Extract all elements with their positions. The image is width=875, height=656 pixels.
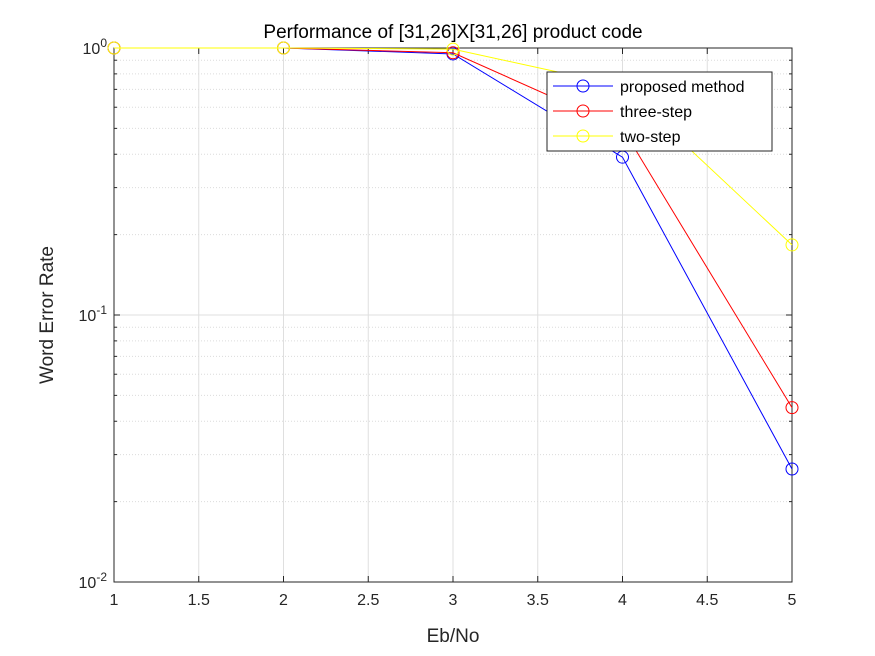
y-axis-label: Word Error Rate — [37, 246, 58, 384]
data-point — [107, 41, 121, 55]
legend-marker — [576, 104, 590, 118]
legend: proposed method three-step two-step — [546, 71, 773, 152]
legend-entry-proposed-method: proposed method — [553, 79, 745, 96]
x-tick-labels: 1 1.5 2 2.5 3 3.5 4 4.5 5 — [110, 592, 797, 609]
legend-label: three-step — [620, 104, 692, 121]
x-axis-label: Eb/No — [427, 626, 480, 647]
data-point — [446, 42, 460, 56]
legend-entry-two-step: two-step — [553, 129, 681, 146]
x-tick-label: 3 — [449, 592, 458, 609]
data-point — [785, 462, 799, 476]
data-point — [446, 46, 460, 60]
x-tick-label: 2 — [279, 592, 288, 609]
y-tick-label: 100 — [83, 36, 108, 58]
y-tick-label: 10-2 — [79, 570, 108, 592]
legend-label: proposed method — [620, 79, 745, 96]
data-point — [785, 401, 799, 415]
legend-entry-three-step: three-step — [553, 104, 692, 121]
legend-label: two-step — [620, 129, 681, 146]
x-tick-label: 5 — [788, 592, 797, 609]
y-tick-labels: 100 10-1 10-2 — [79, 36, 108, 592]
x-tick-label: 4.5 — [696, 592, 718, 609]
y-tick-label: 10-1 — [79, 303, 108, 325]
legend-marker — [576, 129, 590, 143]
x-tick-label: 3.5 — [527, 592, 549, 609]
x-tick-label: 1 — [110, 592, 119, 609]
chart-title: Performance of [31,26]X[31,26] product c… — [263, 22, 642, 43]
x-tick-label: 4 — [618, 592, 627, 609]
data-point — [785, 238, 799, 252]
data-point — [277, 41, 290, 55]
legend-marker — [576, 79, 590, 93]
x-tick-label: 1.5 — [188, 592, 210, 609]
x-tick-label: 2.5 — [357, 592, 379, 609]
